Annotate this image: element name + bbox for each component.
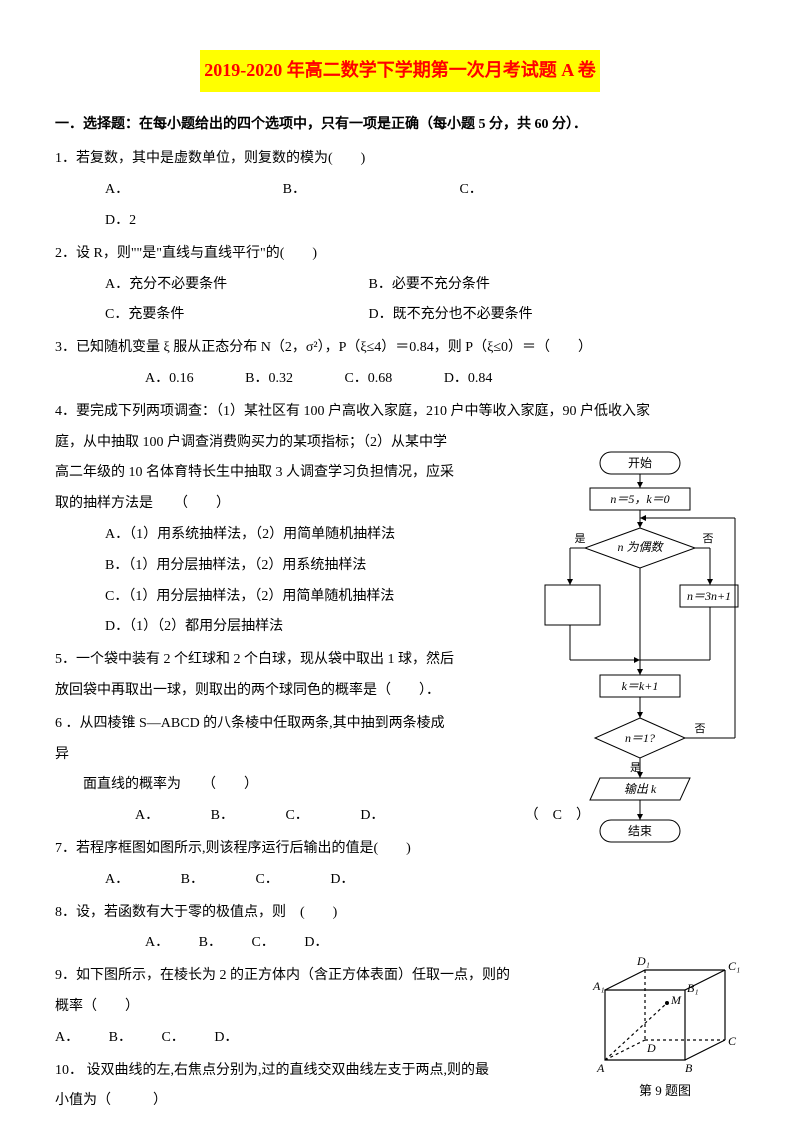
q8-opt-d: D． bbox=[304, 928, 328, 959]
cube-C: C bbox=[728, 1034, 737, 1048]
q6-stem-a: 6 ．从四棱锥 S—ABCD 的八条棱中任取两条,其中抽到两条棱成异 bbox=[55, 709, 455, 771]
fc-inc: k＝k+1 bbox=[622, 679, 659, 693]
q2-opt-b: B．必要不充分条件 bbox=[369, 270, 629, 301]
cube-caption: 第 9 题图 bbox=[585, 1077, 745, 1106]
section-heading: 一．选择题：在每小题给出的四个选项中，只有一项是正确（每小题 5 分，共 60 … bbox=[55, 110, 745, 141]
fc-yes2: 是 bbox=[630, 761, 641, 774]
q1-opt-a: A． bbox=[105, 175, 129, 206]
q1-options: A． B． C． D．2 bbox=[55, 175, 745, 237]
q1-opt-c: C． bbox=[459, 175, 482, 206]
q10-stem-a: 10． 设双曲线的左,右焦点分别为,过的直线交双曲线左支于两点,则的最 bbox=[55, 1056, 585, 1087]
q2-opt-d: D．既不充分也不必要条件 bbox=[369, 300, 629, 331]
cube-M: M bbox=[670, 993, 682, 1007]
q2-stem: 2．设 R，则""是"直线与直线平行"的( ) bbox=[55, 239, 745, 270]
flowchart-figure: 开始 n＝5，k＝0 n 为偶数 是 否 n＝3n+1 k＝k+1 n＝1? 否… bbox=[540, 450, 740, 870]
cube-D: D bbox=[646, 1041, 656, 1055]
cube-B: B bbox=[685, 1061, 693, 1075]
q5-stem-b: 放回袋中再取出一球，则取出的两个球同色的概率是（ ）． bbox=[55, 676, 455, 707]
exam-title: 2019-2020 年高二数学下学期第一次月考试题 A 卷 bbox=[200, 50, 600, 92]
fc-start: 开始 bbox=[628, 456, 652, 470]
fc-output: 输出 k bbox=[624, 782, 657, 796]
q9-opt-c: C． bbox=[161, 1023, 184, 1054]
cube-A1: A₁ bbox=[592, 979, 605, 993]
q4-opt-d: D．（1）（2）都用分层抽样法 bbox=[105, 612, 455, 643]
q9-opt-b: B． bbox=[109, 1023, 132, 1054]
q6-stem-b: 面直线的概率为 （ ） bbox=[55, 770, 455, 801]
q3-opt-b: B．0.32 bbox=[245, 364, 293, 395]
q8-stem: 8．设，若函数有大于零的极值点，则 ( ) bbox=[55, 898, 745, 929]
question-3: 3．已知随机变量 ξ 服从正态分布 N（2，σ²），P（ξ≤4）＝0.84，则 … bbox=[55, 333, 745, 395]
q4-options: A．（1）用系统抽样法，（2）用简单随机抽样法 B．（1）用分层抽样法，（2）用… bbox=[55, 520, 455, 643]
q8-opt-a: A． bbox=[145, 928, 169, 959]
cube-B1: B₁ bbox=[687, 981, 699, 995]
q1-stem: 1．若复数，其中是虚数单位，则复数的模为( ) bbox=[55, 144, 745, 175]
question-9: 9．如下图所示，在棱长为 2 的正方体内（含正方体表面）任取一点，则的 概率（ … bbox=[55, 961, 435, 1053]
q9-options: A． B． C． D． bbox=[55, 1023, 435, 1054]
q9-stem-b: 概率（ ） bbox=[55, 992, 435, 1023]
fc-assign: n＝3n+1 bbox=[687, 589, 731, 603]
q3-opt-c: C．0.68 bbox=[344, 364, 392, 395]
question-2: 2．设 R，则""是"直线与直线平行"的( ) A．充分不必要条件 B．必要不充… bbox=[55, 239, 745, 331]
q1-opt-b: B． bbox=[283, 175, 306, 206]
fc-yes1: 是 bbox=[575, 532, 586, 545]
q2-options-row2: C．充要条件 D．既不充分也不必要条件 bbox=[55, 300, 745, 331]
q2-opt-c: C．充要条件 bbox=[105, 300, 365, 331]
q8-opt-b: B． bbox=[199, 928, 222, 959]
q4-opt-a: A．（1）用系统抽样法，（2）用简单随机抽样法 bbox=[105, 520, 455, 551]
fc-no1: 否 bbox=[703, 533, 714, 545]
q4-stem-c: 高二年级的 10 名体育特长生中抽取 3 人调查学习负担情况，应采 bbox=[55, 458, 455, 489]
cube-svg: A B C D A₁ B₁ C₁ D₁ M bbox=[585, 950, 740, 1075]
cube-A: A bbox=[596, 1061, 605, 1075]
question-1: 1．若复数，其中是虚数单位，则复数的模为( ) A． B． C． D．2 bbox=[55, 144, 745, 236]
q6-opt-c: C． bbox=[285, 801, 308, 832]
question-10: 10． 设双曲线的左,右焦点分别为,过的直线交双曲线左支于两点,则的最 小值为（… bbox=[55, 1056, 435, 1118]
q4-stem-a: 4．要完成下列两项调查：（1）某社区有 100 户高收入家庭，210 户中等收入… bbox=[55, 397, 745, 428]
q9-opt-a: A． bbox=[55, 1023, 79, 1054]
q7-opt-b: B． bbox=[181, 865, 204, 896]
q3-opt-a: A．0.16 bbox=[145, 364, 194, 395]
q6-opt-b: B． bbox=[211, 801, 234, 832]
q6-options: A． B． C． D． bbox=[55, 801, 455, 832]
fc-cond2: n＝1? bbox=[625, 731, 655, 745]
q6-opt-a: A． bbox=[135, 801, 159, 832]
q4-opt-c: C．（1）用分层抽样法，（2）用简单随机抽样法 bbox=[105, 582, 455, 613]
fc-no2: 否 bbox=[695, 723, 706, 735]
q2-opt-a: A．充分不必要条件 bbox=[105, 270, 365, 301]
fc-cond1: n 为偶数 bbox=[617, 540, 664, 554]
q6-opt-d: D． bbox=[360, 801, 384, 832]
q3-options: A．0.16 B．0.32 C．0.68 D．0.84 bbox=[55, 364, 745, 395]
q2-options-row1: A．充分不必要条件 B．必要不充分条件 bbox=[55, 270, 745, 301]
fc-end: 结束 bbox=[628, 824, 652, 838]
q10-stem-b: 小值为（ ） bbox=[55, 1086, 435, 1117]
cube-D1: D₁ bbox=[636, 954, 650, 968]
fc-init: n＝5，k＝0 bbox=[610, 492, 669, 506]
q7-opt-d: D． bbox=[330, 865, 354, 896]
q5-stem-a: 5．一个袋中装有 2 个红球和 2 个白球，现从袋中取出 1 球，然后 bbox=[55, 645, 455, 676]
q7-opt-a: A． bbox=[105, 865, 129, 896]
q7-opt-c: C． bbox=[255, 865, 278, 896]
q9-stem-a: 9．如下图所示，在棱长为 2 的正方体内（含正方体表面）任取一点，则的 bbox=[55, 961, 585, 992]
cube-C1: C₁ bbox=[728, 959, 740, 973]
question-5: 5．一个袋中装有 2 个红球和 2 个白球，现从袋中取出 1 球，然后 放回袋中… bbox=[55, 645, 455, 707]
q4-stem-d: 取的抽样方法是 （ ） bbox=[55, 489, 455, 520]
q4-opt-b: B．（1）用分层抽样法，（2）用系统抽样法 bbox=[105, 551, 455, 582]
q8-opt-c: C． bbox=[251, 928, 274, 959]
cube-figure: A B C D A₁ B₁ C₁ D₁ M 第 9 题图 bbox=[585, 950, 745, 1106]
q3-stem: 3．已知随机变量 ξ 服从正态分布 N（2，σ²），P（ξ≤4）＝0.84，则 … bbox=[55, 333, 745, 364]
q9-opt-d: D． bbox=[214, 1023, 238, 1054]
flowchart-svg: 开始 n＝5，k＝0 n 为偶数 是 否 n＝3n+1 k＝k+1 n＝1? 否… bbox=[540, 450, 740, 870]
q4-stem-b: 庭，从中抽取 100 户调查消费购买力的某项指标；（2）从某中学 bbox=[55, 428, 455, 459]
q3-opt-d: D．0.84 bbox=[444, 364, 493, 395]
question-6: 6 ．从四棱锥 S—ABCD 的八条棱中任取两条,其中抽到两条棱成异 面直线的概… bbox=[55, 709, 455, 832]
q1-opt-d: D．2 bbox=[105, 206, 136, 237]
